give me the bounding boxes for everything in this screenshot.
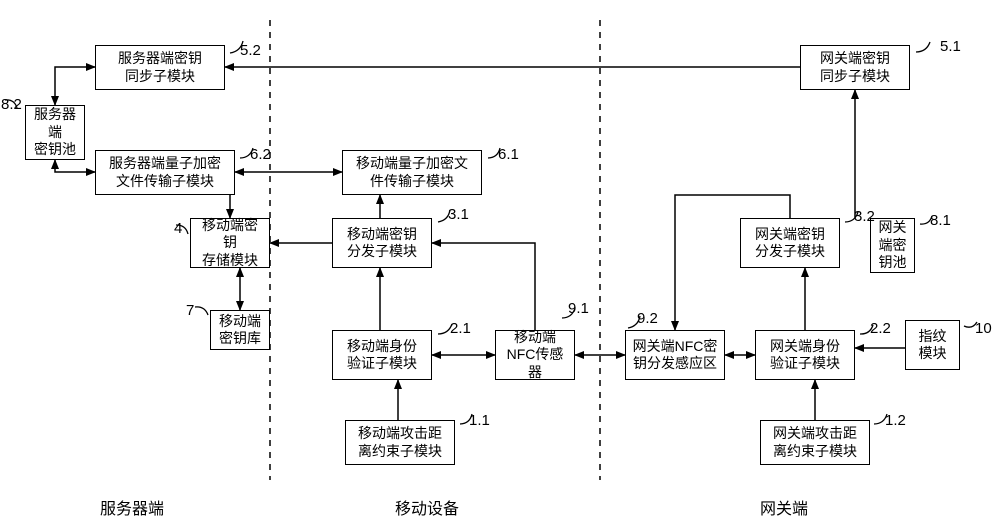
label-l21: 2.1 [450,320,471,337]
node-label: 移动端身份 验证子模块 [347,338,417,373]
label-l32: 3.2 [854,208,875,225]
label-l31: 3.1 [448,206,469,223]
section-gateway: 网关端 [760,495,808,519]
node-b52: 服务器端密钥 同步子模块 [95,45,225,90]
node-b92: 网关端NFC密 钥分发感应区 [625,330,725,380]
node-label: 移动端 NFC传感器 [502,329,568,382]
node-b21: 移动端身份 验证子模块 [332,330,432,380]
node-b31: 移动端密钥 分发子模块 [332,218,432,268]
node-b11: 移动端攻击距 离约束子模块 [345,420,455,465]
node-label: 移动端量子加密文 件传输子模块 [356,155,468,190]
node-label: 网关端密钥 分发子模块 [755,226,825,261]
label-l4: 4 [174,220,182,237]
node-b10: 指纹 模块 [905,320,960,370]
label-l91: 9.1 [568,300,589,317]
node-label: 移动端密钥 存储模块 [197,217,263,270]
label-l11: 1.1 [469,412,490,429]
node-label: 指纹 模块 [919,328,947,363]
section-server: 服务器端 [100,495,164,519]
node-b51: 网关端密钥 同步子模块 [800,45,910,90]
node-b91: 移动端 NFC传感器 [495,330,575,380]
node-label: 网关端攻击距 离约束子模块 [773,425,857,460]
label-l10: 10 [975,320,992,337]
node-label: 服务器端密钥 同步子模块 [118,50,202,85]
label-l92: 9.2 [637,310,658,327]
label-l52: 5.2 [240,42,261,59]
section-mobile: 移动设备 [395,495,459,519]
node-b62: 服务器端量子加密 文件传输子模块 [95,150,235,195]
node-label: 网关端NFC密 钥分发感应区 [633,338,718,373]
node-b32: 网关端密钥 分发子模块 [740,218,840,268]
node-b81: 网关 端密 钥池 [870,218,915,273]
node-label: 移动端攻击距 离约束子模块 [358,425,442,460]
node-label: 移动端 密钥库 [219,313,261,348]
label-l51: 5.1 [940,38,961,55]
node-b12: 网关端攻击距 离约束子模块 [760,420,870,465]
node-b22: 网关端身份 验证子模块 [755,330,855,380]
node-label: 服务器端量子加密 文件传输子模块 [109,155,221,190]
label-l22: 2.2 [870,320,891,337]
label-l7: 7 [186,302,194,319]
label-l62: 6.2 [250,146,271,163]
label-l12: 1.2 [885,412,906,429]
label-l82: 8.2 [1,96,22,113]
node-b61: 移动端量子加密文 件传输子模块 [342,150,482,195]
node-label: 网关端身份 验证子模块 [770,338,840,373]
node-label: 服务器端 密钥池 [32,106,78,159]
node-b7: 移动端 密钥库 [210,310,270,350]
node-label: 移动端密钥 分发子模块 [347,226,417,261]
node-b4: 移动端密钥 存储模块 [190,218,270,268]
node-label: 网关 端密 钥池 [879,219,907,272]
node-b82: 服务器端 密钥池 [25,105,85,160]
label-l81: 8.1 [930,212,951,229]
label-l61: 6.1 [498,146,519,163]
node-label: 网关端密钥 同步子模块 [820,50,890,85]
